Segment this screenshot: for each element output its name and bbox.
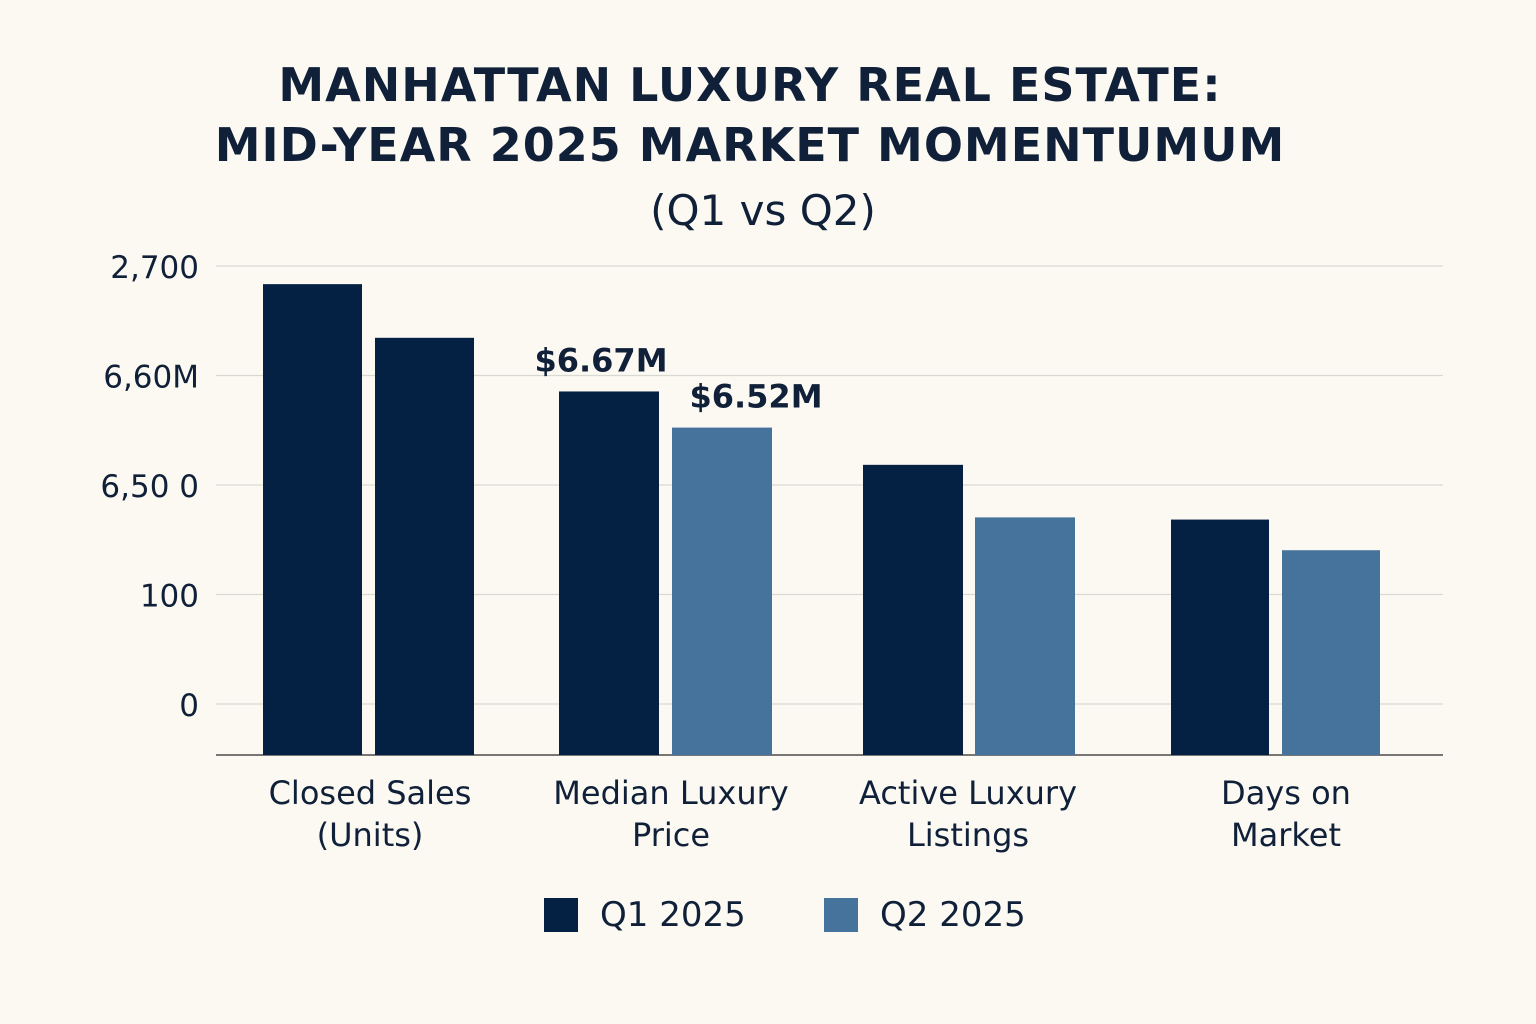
bar-q1 (863, 464, 963, 755)
x-category-label: Closed Sales (269, 774, 472, 812)
y-tick-label: 100 (140, 579, 199, 615)
legend-item-q1: Q1 2025 (544, 893, 746, 937)
y-tick-label: 0 (179, 688, 199, 724)
legend-item-q2: Q2 2025 (824, 893, 1026, 937)
bar-q1 (263, 284, 362, 755)
x-category-label: Active Luxury (859, 774, 1077, 812)
chart-legend: Q1 2025 Q2 2025 (0, 893, 1536, 943)
bar-q1 (1171, 519, 1269, 755)
bar-q2 (975, 517, 1075, 755)
bar-q2 (672, 427, 772, 755)
x-category-label: (Units) (317, 816, 424, 854)
bar-q2 (375, 337, 474, 755)
x-category-label: Listings (907, 816, 1029, 854)
data-label: $6.52M (689, 378, 822, 416)
chart-subtitle: (Q1 vs Q2) (650, 186, 876, 235)
legend-swatch-q1 (544, 898, 578, 932)
y-tick-label: 6,60M (103, 360, 199, 396)
x-category-label: Price (632, 816, 710, 854)
bar-q2 (1282, 550, 1380, 755)
data-label: $6.67M (534, 341, 667, 379)
legend-label-q2: Q2 2025 (880, 895, 1026, 935)
x-category-label: Market (1231, 816, 1341, 854)
legend-swatch-q2 (824, 898, 858, 932)
chart-title-line-2: MID-YEAR 2025 MARKET MOMENTUMUM (214, 118, 1286, 172)
chart-title-line-1: MANHATTAN LUXURY REAL ESTATE: (278, 58, 1222, 112)
y-tick-label: 6,50 0 (100, 469, 199, 505)
bar-q1 (559, 391, 659, 755)
y-tick-label: 2,700 (110, 250, 199, 286)
x-category-label: Days on (1221, 774, 1351, 812)
legend-label-q1: Q1 2025 (600, 895, 746, 935)
x-category-label: Median Luxury (553, 774, 788, 812)
